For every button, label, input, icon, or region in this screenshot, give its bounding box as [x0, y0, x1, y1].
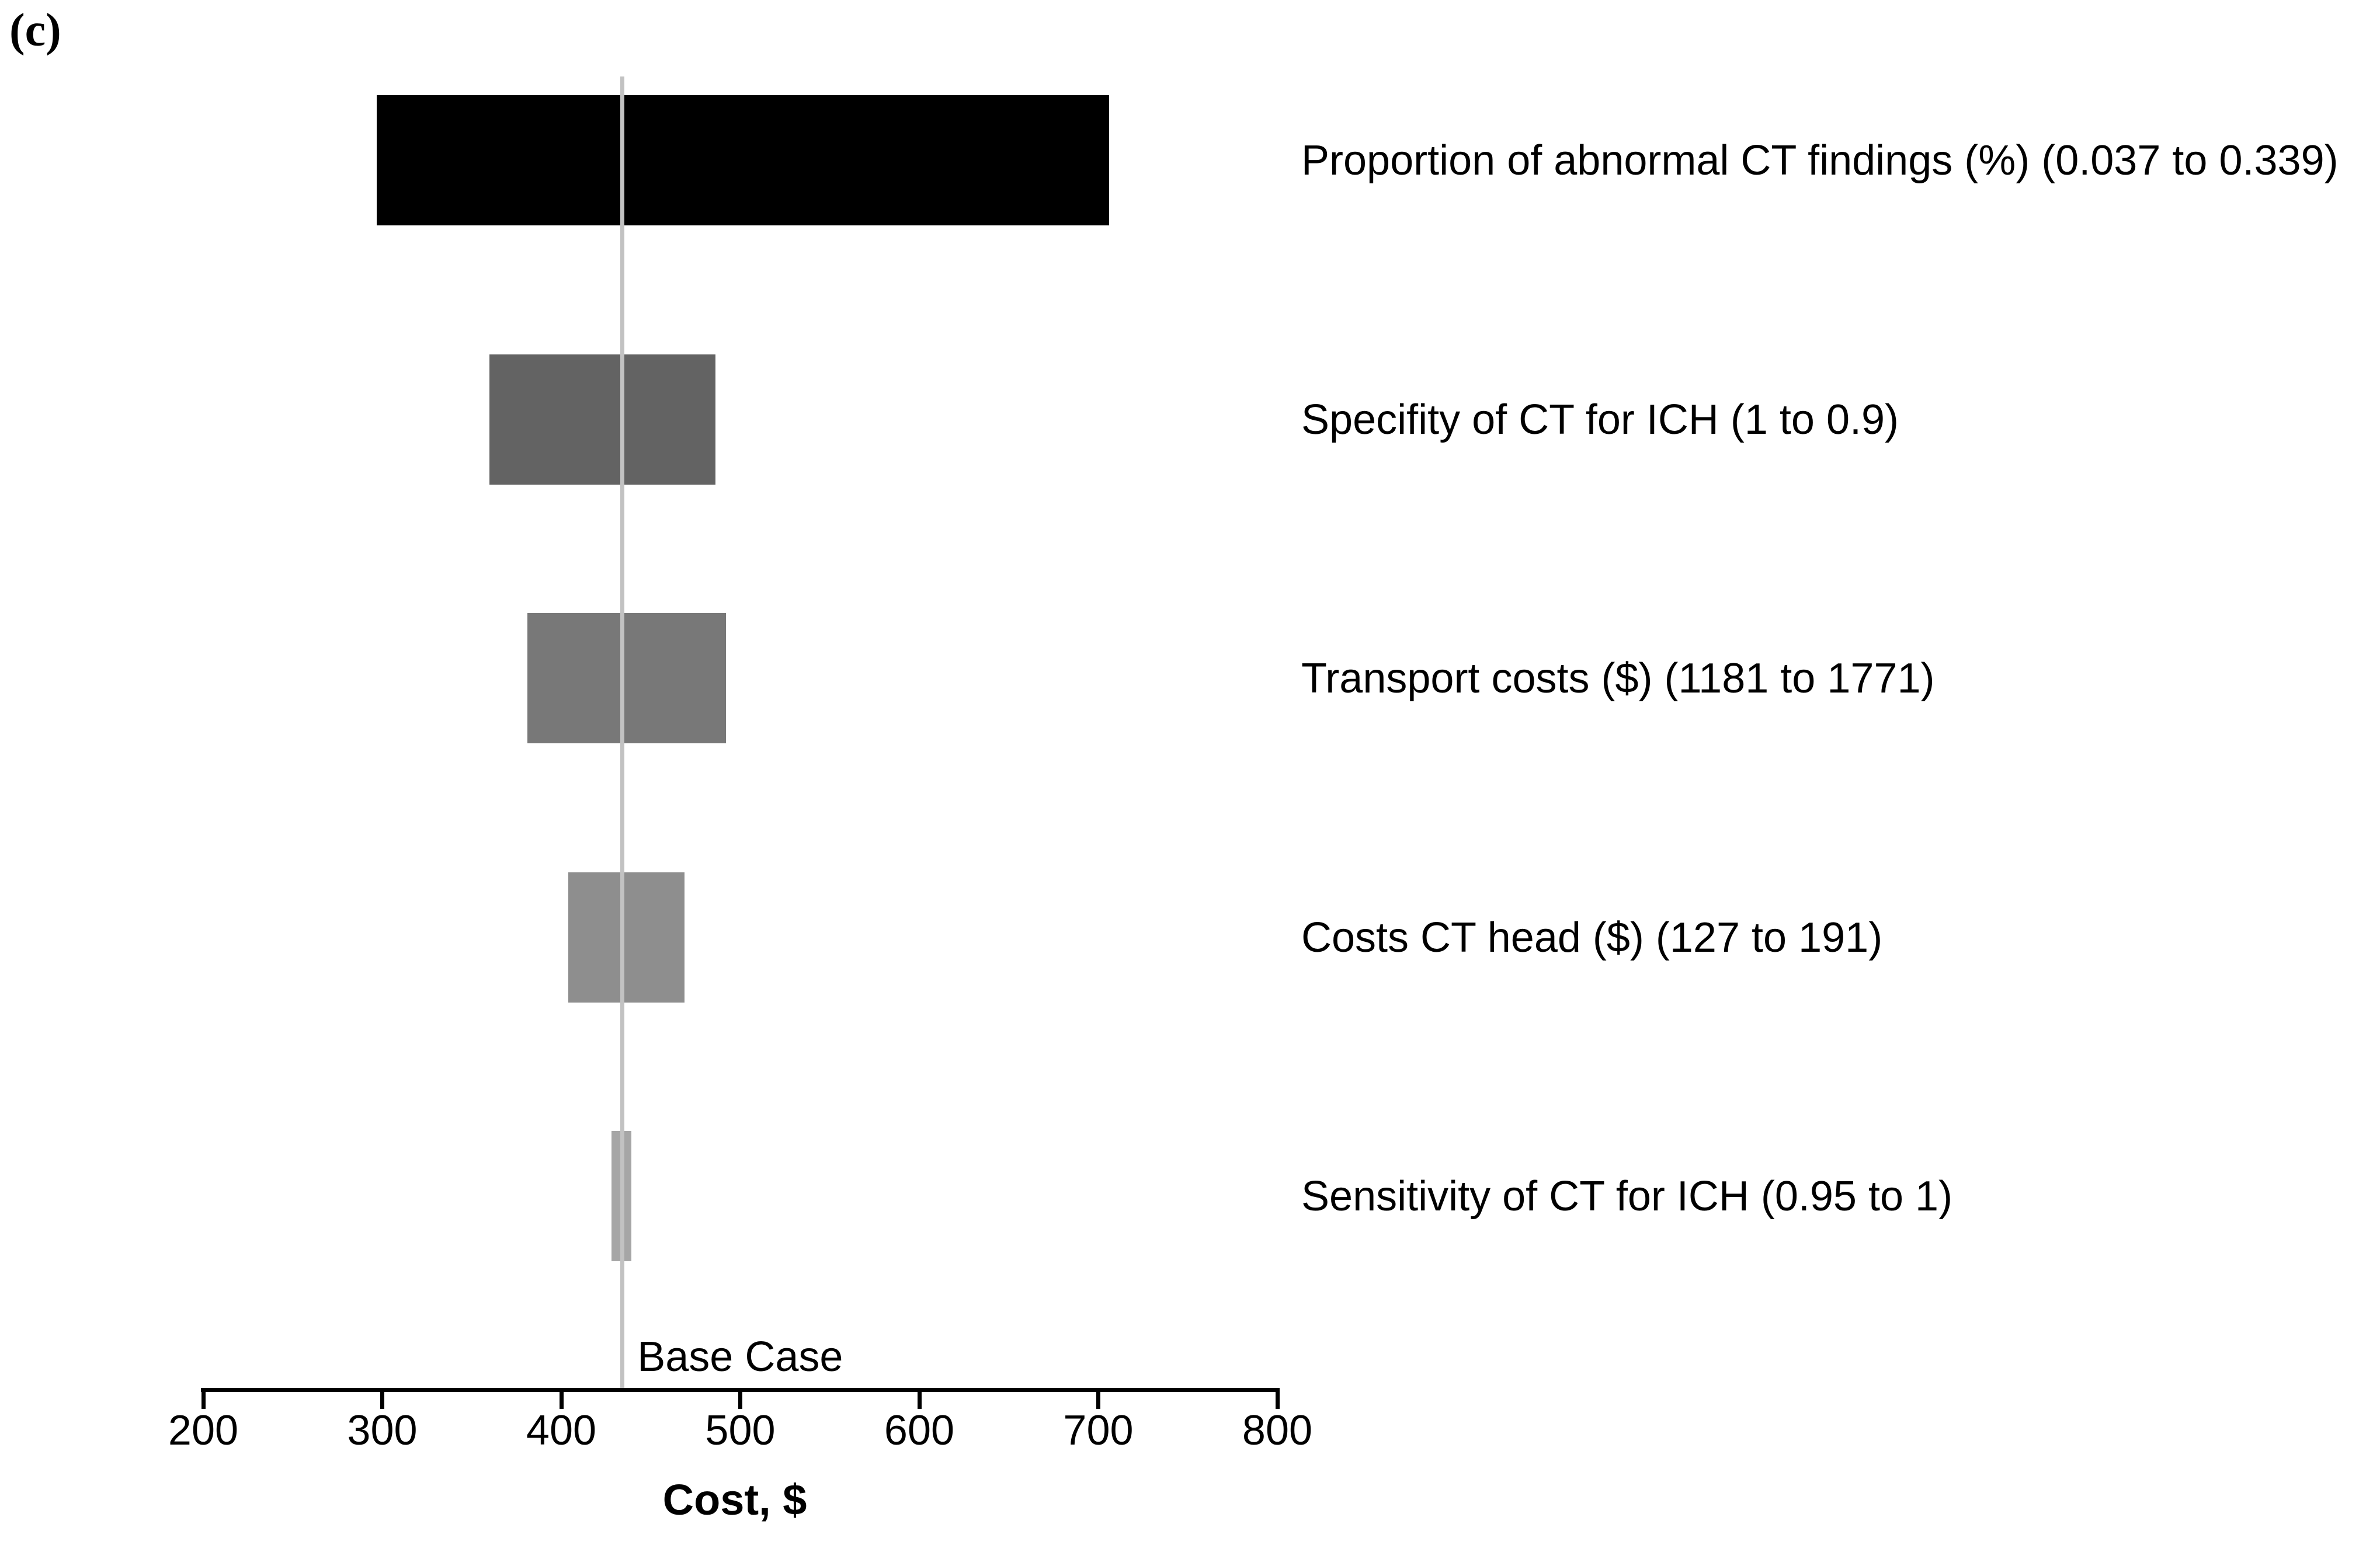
x-axis-tick: [201, 1388, 206, 1409]
bar-label: Specifity of CT for ICH (1 to 0.9): [1301, 396, 1899, 443]
bar-label: Proportion of abnormal CT findings (%) (…: [1301, 137, 2339, 184]
tornado-bar: [527, 613, 726, 743]
x-axis-tick-label: 200: [168, 1407, 239, 1454]
bar-label: Transport costs ($) (1181 to 1771): [1301, 655, 1935, 702]
tornado-bar: [568, 872, 685, 1003]
x-axis-tick: [1275, 1388, 1280, 1409]
tornado-bar: [377, 95, 1109, 225]
base-case-reference-line: [620, 76, 624, 1391]
x-axis-tick: [380, 1388, 384, 1409]
x-axis-tick-label: 600: [884, 1407, 955, 1454]
x-axis-tick: [559, 1388, 564, 1409]
bar-label: Sensitivity of CT for ICH (0.95 to 1): [1301, 1172, 1953, 1220]
x-axis-tick-label: 300: [347, 1407, 418, 1454]
x-axis-title: Cost, $: [662, 1476, 807, 1524]
bar-label: Costs CT head ($) (127 to 191): [1301, 914, 1883, 961]
x-axis-tick-label: 500: [705, 1407, 776, 1454]
x-axis-tick: [917, 1388, 922, 1409]
x-axis-tick-label: 800: [1242, 1407, 1313, 1454]
x-axis-tick: [738, 1388, 742, 1409]
x-axis-tick-label: 400: [526, 1407, 597, 1454]
tornado-bar: [489, 354, 715, 485]
panel-label: (c): [9, 5, 61, 56]
x-axis-tick-label: 700: [1063, 1407, 1134, 1454]
base-case-label: Base Case: [637, 1334, 843, 1380]
x-axis-tick: [1096, 1388, 1100, 1409]
